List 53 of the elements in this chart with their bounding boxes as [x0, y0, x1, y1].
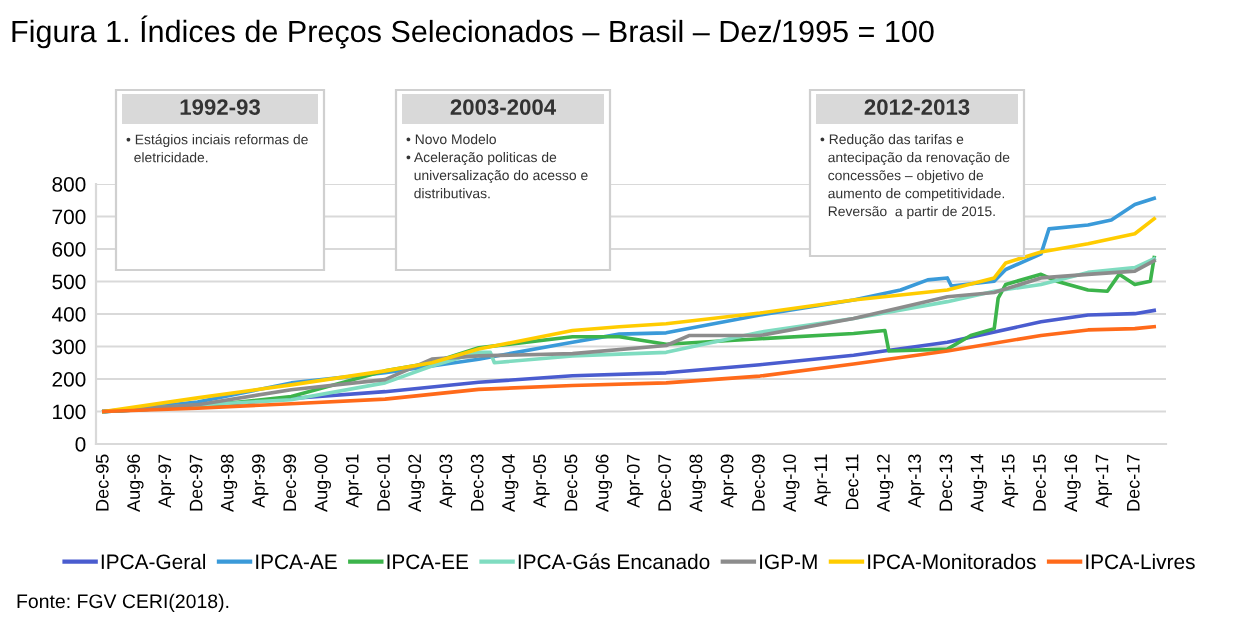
x-tick-label: Apr-05	[533, 454, 550, 508]
x-tick-label: Dec-03	[470, 454, 484, 511]
x-tick-label: Dec-11	[845, 454, 859, 510]
x-tick-label: Dec-05	[564, 454, 578, 511]
x-tick-label: Aug-06	[595, 454, 613, 512]
x-tick-label: Apr-11	[814, 454, 831, 507]
x-tick-label: Apr-03	[439, 454, 456, 508]
x-tick-label: Apr-07	[626, 454, 644, 508]
x-tick-label: Dec-15	[1033, 454, 1046, 511]
x-tick-label: Apr-15	[1001, 454, 1019, 508]
x-tick-label: Apr-99	[252, 454, 269, 508]
legend-label: IPCA-AE	[256, 554, 337, 570]
x-tick-label: Aug-98	[220, 454, 238, 512]
x-tick-label: Dec-95	[95, 454, 109, 511]
legend-label: IPCA-Geral	[101, 553, 206, 570]
x-tick-label: Apr-13	[908, 454, 925, 508]
y-tick-label: 300	[52, 339, 86, 355]
legend-label: IPCA-Gás Encanado	[518, 553, 710, 570]
legend-label: IGP-M	[760, 554, 817, 570]
x-tick-label: Dec-09	[752, 454, 765, 511]
y-tick-label: 0	[75, 437, 86, 452]
x-tick-label: Apr-01	[345, 454, 363, 508]
line-series	[102, 324, 1157, 414]
legend-label: IPCA-Monitorados	[868, 553, 1036, 570]
x-tick-label: Apr-09	[720, 454, 738, 508]
x-tick-label: Aug-16	[1064, 454, 1081, 512]
legend-label: IPCA-EE	[387, 554, 469, 570]
x-tick-label: Aug-04	[502, 454, 519, 512]
source-note: Fonte: FGV CERI(2018).	[17, 593, 229, 612]
y-tick-label: 400	[52, 307, 86, 322]
y-tick-label: 700	[52, 209, 86, 225]
x-tick-label: Dec-99	[283, 454, 297, 511]
y-tick-label: 100	[53, 404, 86, 420]
x-tick-label: Dec-17	[1127, 454, 1140, 511]
x-tick-label: Aug-00	[314, 454, 331, 512]
x-tick-label: Dec-97	[189, 454, 203, 511]
x-tick-label: Aug-08	[689, 454, 706, 512]
y-tick-label: 500	[52, 274, 86, 290]
y-tick-label: 600	[52, 242, 86, 257]
x-tick-label: Dec-01	[377, 454, 390, 511]
x-tick-label: Apr-97	[158, 454, 175, 508]
x-tick-label: Dec-13	[939, 454, 953, 511]
y-tick-label: 800	[52, 177, 86, 192]
legend-label: IPCA-Livres	[1086, 553, 1195, 570]
x-tick-label: Aug-96	[127, 454, 144, 512]
x-tick-label: Aug-10	[783, 454, 800, 512]
x-tick-label: Dec-07	[658, 454, 671, 511]
x-tick-label: Apr-17	[1095, 454, 1112, 508]
y-tick-label: 200	[52, 372, 86, 387]
chart-title: Figura 1. Índices de Preços Selecionados – Brasil – Dez/1995 = 100	[12, 15, 934, 49]
x-tick-label: Aug-14	[970, 454, 987, 512]
x-tick-label: Aug-12	[876, 454, 894, 512]
x-tick-label: Aug-02	[408, 454, 425, 512]
